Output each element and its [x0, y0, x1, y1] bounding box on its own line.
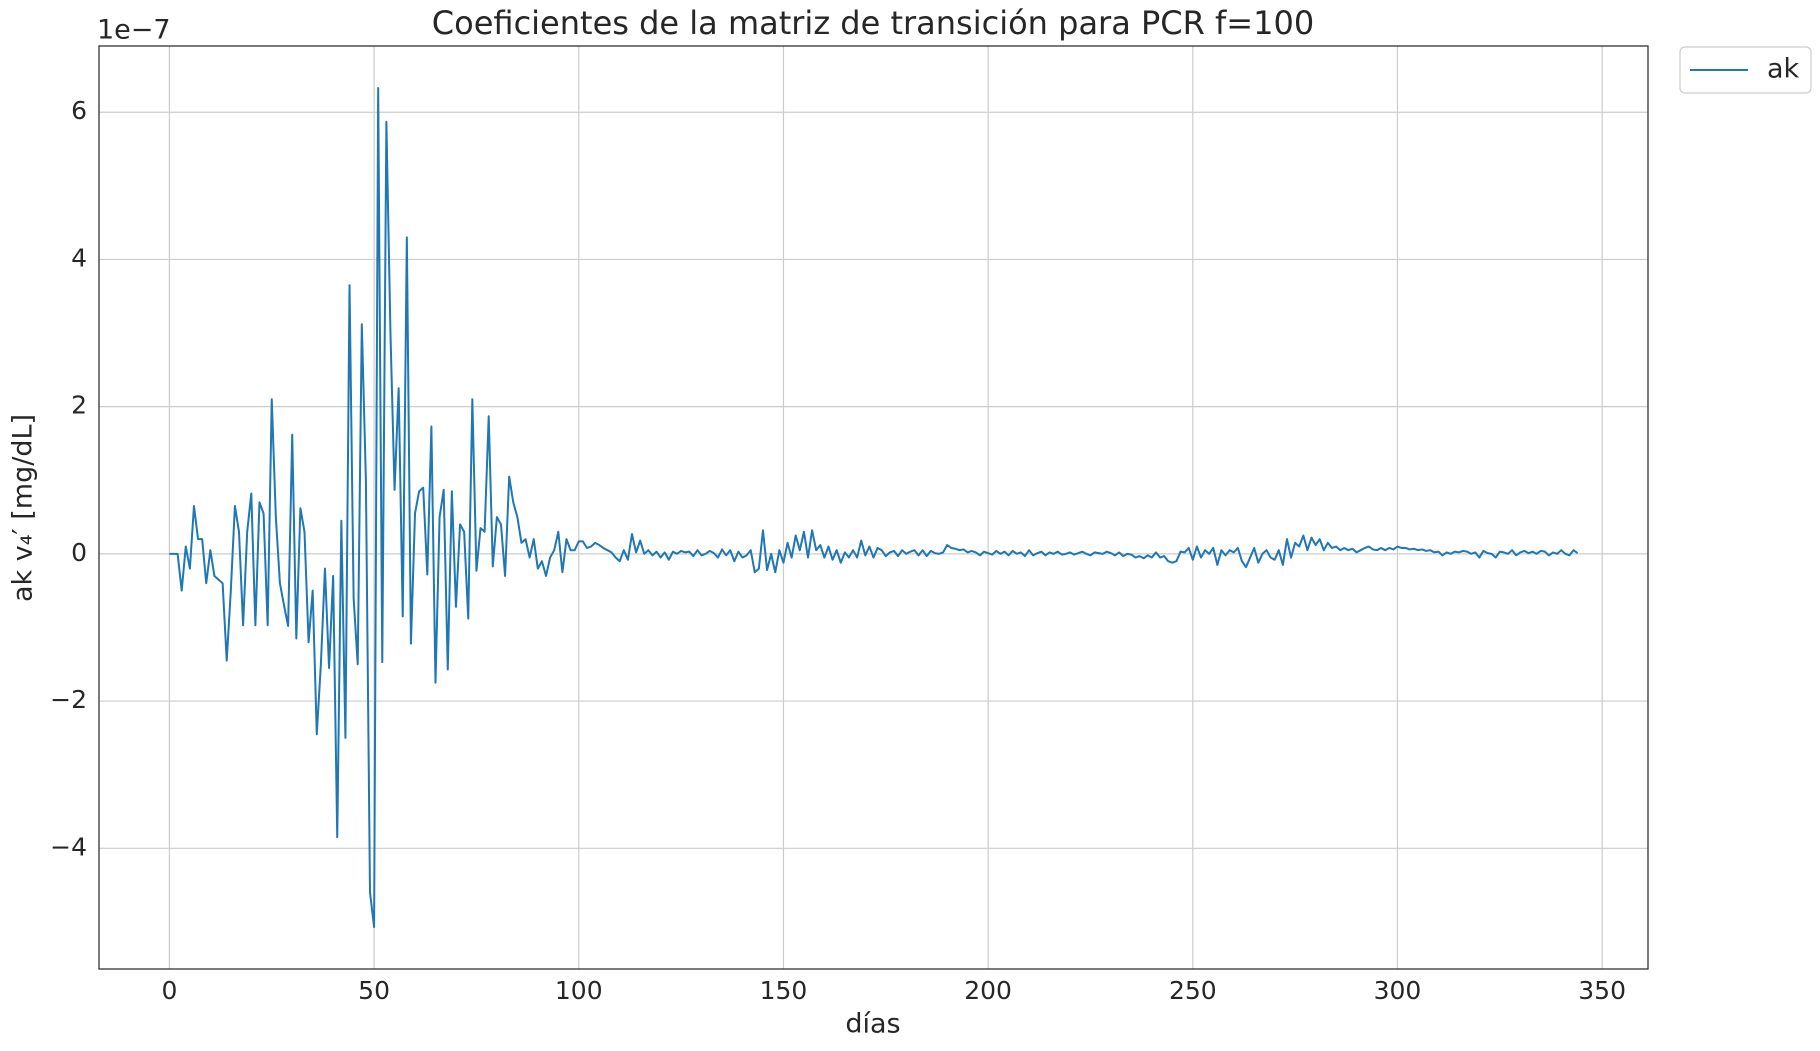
- x-tick-label: 150: [760, 976, 808, 1005]
- x-tick-label: 250: [1169, 976, 1217, 1005]
- x-tick-label: 100: [555, 976, 603, 1005]
- x-tick-label: 50: [358, 976, 390, 1005]
- plot-frame: [98, 45, 1649, 970]
- y-axis-label: ak v₄′ [mg/dL]: [8, 414, 39, 602]
- x-tick-label: 0: [161, 976, 177, 1005]
- y-tick-label: 6: [71, 96, 87, 125]
- y-tick-label: 0: [71, 538, 87, 567]
- y-tick-label: 2: [71, 391, 87, 420]
- x-tick-label: 200: [964, 976, 1012, 1005]
- y-tick-label: 4: [71, 243, 87, 272]
- x-tick-label: 300: [1374, 976, 1422, 1005]
- legend-label: ak: [1767, 54, 1800, 85]
- data-line: [169, 86, 1579, 929]
- chart-title: Coeficientes de la matriz de transición …: [432, 4, 1314, 42]
- y-tick-label: −4: [50, 832, 87, 861]
- y-offset-label: 1e−7: [97, 15, 171, 46]
- x-axis-label: días: [845, 1009, 900, 1040]
- y-tick-label: −2: [50, 685, 87, 714]
- x-tick-label: 350: [1578, 976, 1626, 1005]
